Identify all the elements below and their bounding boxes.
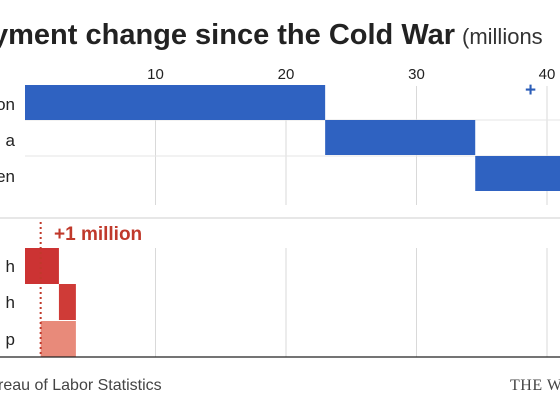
chart-title: yment change since the Cold War xyxy=(0,19,455,51)
bottom-panel-category-labels: hhp xyxy=(6,257,15,349)
top-bar-3 xyxy=(475,156,560,191)
top-panel-category-labels: on a en xyxy=(0,95,16,186)
top-category-label-2: a xyxy=(6,131,16,150)
top-bar-1 xyxy=(25,85,326,120)
x-axis-tick-labels: 10 20 30 40 xyxy=(147,66,555,83)
source-note: reau of Labor Statistics xyxy=(0,377,162,394)
x-tick-label-10: 10 xyxy=(147,66,164,83)
bottom-panel-gridlines xyxy=(155,248,548,357)
bottom-bar-2 xyxy=(58,284,76,320)
x-tick-label-40: 40 xyxy=(539,66,556,83)
chart-title-unit: (millions xyxy=(462,24,543,49)
bottom-bar-3 xyxy=(40,321,76,357)
bottom-panel-annotation: +1 million xyxy=(54,224,142,245)
top-bar-2 xyxy=(325,120,476,155)
top-panel-bars xyxy=(25,85,560,191)
x-tick-label-30: 30 xyxy=(408,66,425,83)
credit-label: THE WA xyxy=(510,377,560,394)
bottom-bar-1 xyxy=(25,248,59,284)
bottom-category-label-3: p xyxy=(6,330,15,349)
x-tick-label-20: 20 xyxy=(278,66,295,83)
top-panel-annotation: + xyxy=(525,80,536,101)
bottom-panel-bars xyxy=(25,248,76,357)
top-category-label-3: en xyxy=(0,167,15,186)
bottom-category-label-2: h xyxy=(6,293,15,312)
top-category-label-1: on xyxy=(0,95,15,114)
bottom-category-label-1: h xyxy=(6,257,15,276)
